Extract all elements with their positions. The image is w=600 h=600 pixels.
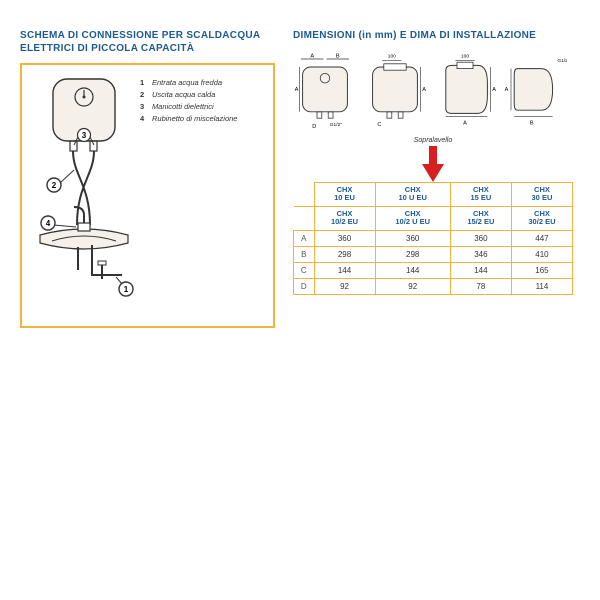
dim-a-label: A bbox=[310, 53, 314, 59]
svg-text:G1/2": G1/2" bbox=[330, 122, 342, 128]
schema-legend: 1Entrata acqua fredda 2Uscita acqua cald… bbox=[140, 77, 237, 125]
legend-item: 4Rubinetto di miscelazione bbox=[140, 113, 237, 125]
right-column: DIMENSIONI (in mm) E DIMA DI INSTALLAZIO… bbox=[293, 30, 573, 328]
dim-title: DIMENSIONI (in mm) E DIMA DI INSTALLAZIO… bbox=[293, 30, 573, 43]
table-row: D 9292 78114 bbox=[294, 279, 573, 295]
svg-text:A: A bbox=[295, 87, 299, 93]
svg-text:4: 4 bbox=[46, 219, 51, 228]
table-row: C 144144 144165 bbox=[294, 263, 573, 279]
model-header: CHX15/2 EU bbox=[450, 206, 511, 230]
svg-text:100: 100 bbox=[461, 53, 469, 59]
svg-text:A: A bbox=[463, 120, 467, 126]
svg-text:A: A bbox=[422, 87, 426, 93]
down-arrow-icon bbox=[422, 146, 444, 182]
model-header: CHX10/2 U EU bbox=[375, 206, 450, 230]
model-header: CHX30 EU bbox=[511, 182, 572, 206]
svg-text:A: A bbox=[505, 87, 509, 93]
legend-item: 1Entrata acqua fredda bbox=[140, 77, 237, 89]
schema-box: 3 2 4 bbox=[20, 63, 275, 328]
svg-text:100: 100 bbox=[388, 53, 396, 59]
page-columns: SCHEMA DI CONNESSIONE PER SCALDACQUA ELE… bbox=[20, 30, 580, 328]
schema-diagram: 3 2 4 bbox=[30, 75, 140, 320]
table-row: A 360360 360447 bbox=[294, 231, 573, 247]
dim-view-3: 100 A A bbox=[433, 51, 497, 131]
svg-text:C: C bbox=[377, 122, 381, 128]
svg-text:D: D bbox=[312, 123, 316, 129]
model-header: CHX10 U EU bbox=[375, 182, 450, 206]
svg-text:A: A bbox=[492, 87, 496, 93]
schema-title: SCHEMA DI CONNESSIONE PER SCALDACQUA ELE… bbox=[20, 30, 275, 55]
table-head-row-2: CHX10/2 EU CHX10/2 U EU CHX15/2 EU CHX30… bbox=[294, 206, 573, 230]
dimension-drawings: A B G1/2" A D 100 bbox=[293, 51, 573, 131]
model-header: CHX10/2 EU bbox=[314, 206, 375, 230]
arrow-indicator bbox=[293, 146, 573, 182]
model-header: CHX15 EU bbox=[450, 182, 511, 206]
legend-item: 2Uscita acqua calda bbox=[140, 89, 237, 101]
dim-view-4: G1/2" A B bbox=[503, 51, 567, 131]
svg-text:B: B bbox=[530, 120, 534, 126]
sopra-label: Sopralavello bbox=[293, 137, 573, 144]
dim-view-2: 100 A C bbox=[363, 51, 427, 131]
table-row: B 298298 346410 bbox=[294, 247, 573, 263]
dim-view-1: A B G1/2" A D bbox=[293, 51, 357, 131]
svg-text:1: 1 bbox=[124, 285, 129, 294]
model-header: CHX10 EU bbox=[314, 182, 375, 206]
dim-b-label: B bbox=[336, 53, 340, 59]
svg-text:2: 2 bbox=[52, 181, 57, 190]
legend-item: 3Manicotti dielettrici bbox=[140, 101, 237, 113]
model-header: CHX30/2 EU bbox=[511, 206, 572, 230]
table-head-row-1: CHX10 EU CHX10 U EU CHX15 EU CHX30 EU bbox=[294, 182, 573, 206]
svg-text:3: 3 bbox=[82, 131, 87, 140]
left-column: SCHEMA DI CONNESSIONE PER SCALDACQUA ELE… bbox=[20, 30, 275, 328]
dimensions-table: CHX10 EU CHX10 U EU CHX15 EU CHX30 EU CH… bbox=[293, 182, 573, 296]
svg-text:G1/2": G1/2" bbox=[557, 58, 567, 64]
